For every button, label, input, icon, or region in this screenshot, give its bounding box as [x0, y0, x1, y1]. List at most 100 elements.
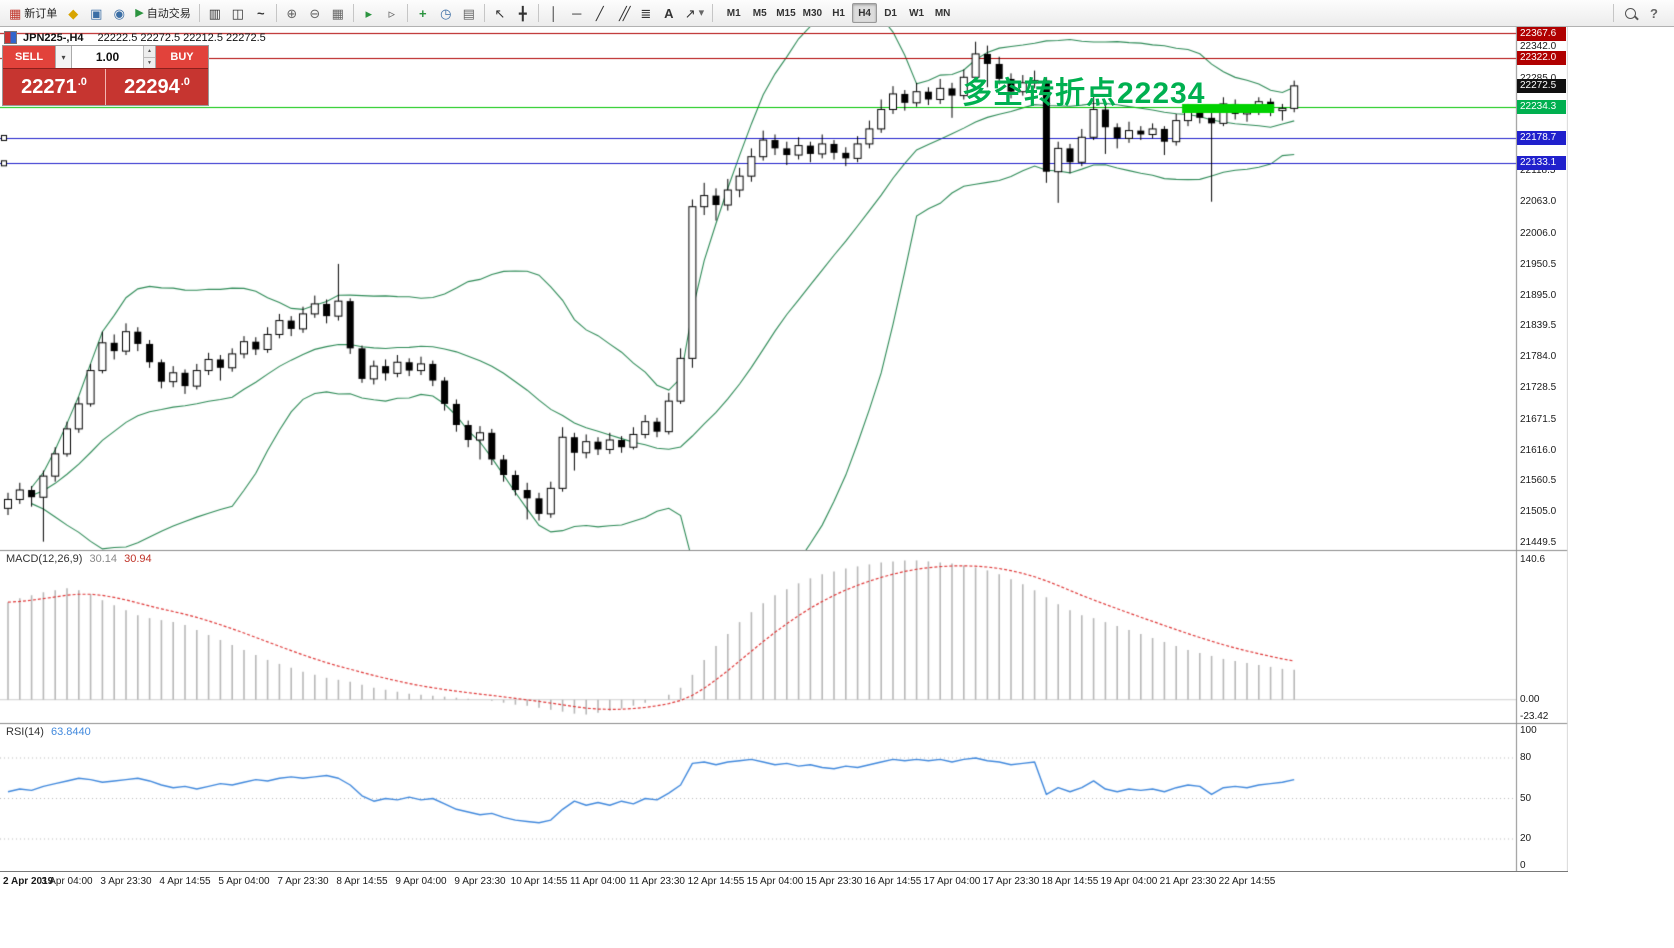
data-window-button[interactable]: ◉	[108, 2, 130, 24]
toolbar-separator	[406, 4, 408, 22]
help-button[interactable]: ?	[1643, 2, 1665, 24]
channel-button[interactable]: ╱╱	[612, 2, 634, 24]
buy-price[interactable]: 22294 .0	[106, 69, 208, 105]
one-click-trading-panel: SELL ▾ ▲ ▼ BUY 22271 .0	[2, 45, 209, 106]
arrows-icon: ↗	[684, 5, 696, 21]
timeframe-MN[interactable]: MN	[934, 7, 951, 19]
indicators-icon: +	[418, 5, 427, 21]
help-icon: ?	[1650, 5, 1658, 21]
volume-decrease-button[interactable]: ▼	[144, 57, 155, 68]
indicators-button[interactable]: +	[412, 2, 434, 24]
time-axis: 2 Apr 2019 3 Apr 04:00 3 Apr 23:30 4 Apr 14…	[0, 871, 1568, 896]
profiles-icon: ▣	[90, 5, 103, 21]
buy-price-frac: .0	[180, 76, 190, 88]
data-window-icon: ◉	[113, 5, 125, 21]
arrows-button[interactable]: ↗ ▾	[681, 2, 708, 24]
line-chart-icon: ~	[256, 5, 265, 21]
vertical-line-button[interactable]: │	[543, 2, 565, 24]
timeframe-M30[interactable]: M30	[802, 7, 823, 19]
sell-price[interactable]: 22271 .0	[3, 69, 106, 105]
horizontal-line-icon: ─	[572, 5, 582, 21]
timeframe-W1[interactable]: W1	[909, 7, 925, 19]
chart-title: JPN225-,H4 22222.5 22272.5 22212.5 22272…	[4, 31, 266, 44]
toolbar-separator	[483, 4, 485, 22]
timeframe-H4[interactable]: H4	[852, 3, 878, 23]
sell-button[interactable]: SELL	[3, 46, 55, 68]
cursor-button[interactable]: ↖	[489, 2, 511, 24]
chart-shift-button[interactable]: ▹	[381, 2, 403, 24]
tile-windows-icon: ▦	[331, 5, 344, 21]
timeframe-M5[interactable]: M5	[752, 7, 767, 19]
date-label: 17 Apr 04:00	[923, 876, 981, 887]
periods-clock-icon: ◷	[440, 5, 452, 21]
sell-price-frac: .0	[77, 76, 87, 88]
macd-value-main: 30.14	[89, 553, 118, 565]
date-label: 9 Apr 23:30	[454, 876, 506, 887]
date-label: 10 Apr 14:55	[510, 876, 568, 887]
autotrading-label: 自动交易	[146, 8, 191, 20]
candlestick-chart-button[interactable]: ◫	[227, 2, 249, 24]
horizontal-line-button[interactable]: ─	[566, 2, 588, 24]
tile-windows-button[interactable]: ▦	[327, 2, 349, 24]
buy-button[interactable]: BUY	[156, 46, 208, 68]
volume-dropdown-button[interactable]: ▾	[55, 46, 72, 68]
auto-scroll-button[interactable]: ▸	[358, 2, 380, 24]
ohlc-values: 22222.5 22272.5 22212.5 22272.5	[97, 31, 266, 44]
timeframe-H1[interactable]: H1	[832, 7, 845, 19]
line-chart-button[interactable]: ~	[250, 2, 272, 24]
toolbar-separator	[1613, 4, 1614, 22]
timeframe-M1[interactable]: M1	[726, 7, 741, 19]
fibonacci-button[interactable]: ≣	[635, 2, 657, 24]
zoom-in-button[interactable]: ⊕	[281, 2, 303, 24]
zoom-out-icon: ⊖	[309, 5, 321, 21]
new-order-label: 新订单	[24, 8, 58, 20]
buy-price-main: 22294	[124, 76, 180, 98]
zoom-out-button[interactable]: ⊖	[304, 2, 326, 24]
bar-chart-button[interactable]: ▥	[204, 2, 226, 24]
symbol-period-label: JPN225-,H4	[23, 31, 84, 44]
date-label: 11 Apr 04:00	[570, 876, 626, 887]
new-order-button[interactable]: ▦ 新订单	[5, 2, 61, 24]
rsi-value: 63.8440	[50, 726, 91, 738]
crosshair-button[interactable]: ╋	[512, 2, 534, 24]
trade-panel-top-row: SELL ▾ ▲ ▼ BUY	[3, 46, 208, 68]
timeframe-buttons: M1 M5 M15 M30 H1 H4 D1 W1 MN	[721, 3, 955, 23]
periods-button[interactable]: ◷	[435, 2, 457, 24]
templates-icon: ▤	[462, 5, 475, 21]
cursor-icon: ↖	[494, 5, 506, 21]
volume-field: ▲ ▼	[72, 46, 156, 68]
date-label: 17 Apr 23:30	[982, 876, 1040, 887]
annotation-text[interactable]: 多空转折点22234	[962, 77, 1206, 110]
date-label: 2 Apr 2019	[3, 876, 54, 887]
date-label: 7 Apr 23:30	[277, 876, 329, 887]
timeframe-M15[interactable]: M15	[776, 7, 796, 19]
macd-label: MACD(12,26,9) 30.14 30.94	[6, 553, 152, 565]
crosshair-icon: ╋	[518, 5, 527, 21]
timeframe-D1[interactable]: D1	[884, 7, 897, 19]
chevron-down-icon: ▾	[61, 52, 66, 62]
search-icon	[1624, 7, 1636, 19]
trendline-button[interactable]: ╱	[589, 2, 611, 24]
toolbar-separator	[352, 4, 354, 22]
volume-increase-button[interactable]: ▲	[144, 46, 155, 58]
date-label: 8 Apr 14:55	[336, 876, 388, 887]
autotrading-icon: ▶	[135, 6, 144, 19]
toolbar-separator	[275, 4, 277, 22]
profiles-button[interactable]: ▣	[85, 2, 107, 24]
autotrading-button[interactable]: ▶ 自动交易	[131, 2, 194, 24]
templates-button[interactable]: ▤	[458, 2, 480, 24]
volume-input[interactable]	[72, 46, 143, 68]
chart-shift-icon: ▹	[388, 5, 396, 21]
zoom-in-icon: ⊕	[286, 5, 298, 21]
chart-canvas[interactable]	[0, 27, 1568, 871]
fibonacci-icon: ≣	[640, 5, 652, 21]
search-button[interactable]	[1619, 2, 1641, 24]
symbols-button[interactable]: ◆	[62, 2, 84, 24]
channel-icon: ╱╱	[618, 5, 630, 21]
date-label: 4 Apr 14:55	[159, 876, 211, 887]
date-label: 21 Apr 23:30	[1159, 876, 1217, 887]
text-label-button[interactable]: A	[658, 2, 680, 24]
date-label: 22 Apr 14:55	[1218, 876, 1276, 887]
date-label: 15 Apr 23:30	[805, 876, 863, 887]
date-label: 3 Apr 23:30	[100, 876, 152, 887]
